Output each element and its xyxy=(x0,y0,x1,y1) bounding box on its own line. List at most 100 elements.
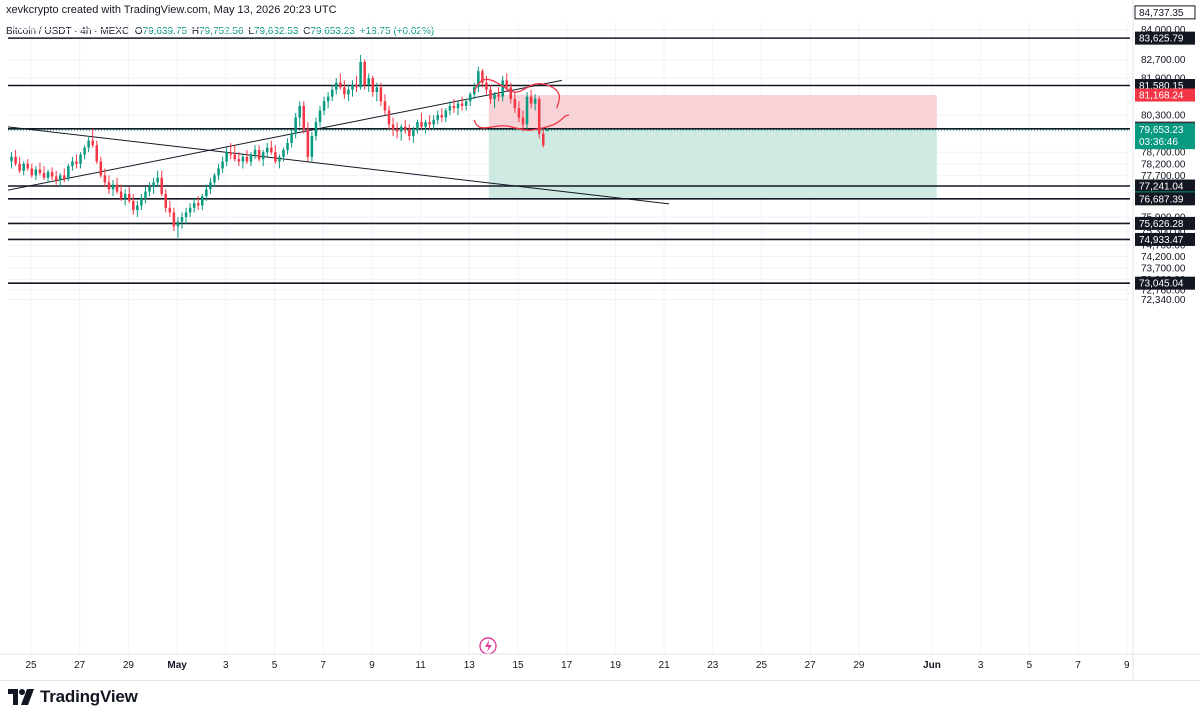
tradingview-brand[interactable]: TradingView xyxy=(8,687,138,707)
candle-body xyxy=(428,122,431,125)
time-tick-label: 3 xyxy=(223,660,229,671)
candle-body xyxy=(330,89,334,97)
candle xyxy=(383,94,387,116)
candle xyxy=(54,170,58,185)
candle-body xyxy=(253,149,257,155)
candle xyxy=(391,117,395,137)
candle xyxy=(22,161,25,176)
stop-loss-zone xyxy=(488,95,937,129)
candle-body xyxy=(46,171,50,178)
tradingview-logo-icon xyxy=(8,689,34,705)
candle-body xyxy=(501,80,504,97)
candle xyxy=(249,152,253,167)
time-tick-label: 13 xyxy=(464,660,476,671)
time-tick-label: 7 xyxy=(320,660,326,671)
candle xyxy=(188,203,192,218)
candle xyxy=(265,142,269,157)
price-chart[interactable]: 84,000.0082,700.0081,900.0080,300.0078,7… xyxy=(0,0,1200,680)
open-value: 79,639.75 xyxy=(142,26,188,37)
price-tick-label: 72,340.00 xyxy=(1141,295,1186,306)
candle-body xyxy=(50,171,54,177)
candle-body xyxy=(416,122,419,130)
candle-body xyxy=(489,89,492,99)
candle xyxy=(497,87,500,102)
price-level-tag: 76,687.39 xyxy=(1135,192,1195,206)
scenario-sketch-up xyxy=(473,78,561,109)
candle xyxy=(152,177,155,194)
candle-body xyxy=(339,82,342,88)
candle-body xyxy=(420,122,423,127)
time-tick-label: 5 xyxy=(1027,660,1033,671)
candle xyxy=(50,167,54,181)
candle-body xyxy=(87,140,90,148)
price-level-tag-label: 74,933.47 xyxy=(1139,235,1184,246)
candle xyxy=(330,85,334,102)
candle-body xyxy=(148,186,151,192)
candle-body xyxy=(225,152,228,162)
candle xyxy=(416,119,419,134)
candle xyxy=(213,173,216,187)
candle-body xyxy=(168,207,172,213)
candle xyxy=(87,136,90,153)
candle-body xyxy=(217,168,220,176)
price-level-tag-label: 84,737.35 xyxy=(1139,8,1184,19)
chart-credit: xevkcrypto created with TradingView.com,… xyxy=(6,4,337,16)
candle xyxy=(233,145,237,162)
candle xyxy=(294,112,297,139)
candle-body xyxy=(306,129,310,157)
candle-body xyxy=(290,133,293,143)
candle xyxy=(168,200,172,218)
brand-name: TradingView xyxy=(40,687,138,706)
candle-body xyxy=(322,101,326,111)
candle-body xyxy=(383,101,387,111)
candle xyxy=(428,115,431,130)
candle-body xyxy=(546,130,549,132)
time-tick-label: 11 xyxy=(415,660,426,671)
price-level-tag-bg xyxy=(1134,5,1196,20)
price-level-tag: 74,933.47 xyxy=(1135,232,1195,246)
candle-body xyxy=(164,193,168,208)
change-value: +18.75 (+0.02%) xyxy=(359,26,435,37)
candle-body xyxy=(286,142,289,150)
candle-body xyxy=(481,71,484,83)
time-tick-label: 9 xyxy=(1124,660,1130,671)
candle xyxy=(26,159,30,171)
candle xyxy=(14,149,17,167)
candle-body xyxy=(30,168,34,176)
candle-body xyxy=(505,80,508,88)
candle-body xyxy=(38,169,42,174)
candle-body xyxy=(196,203,200,206)
candle xyxy=(30,163,34,178)
candle-body xyxy=(79,154,82,164)
candle xyxy=(420,112,423,130)
candle xyxy=(525,91,529,130)
candle-body xyxy=(513,98,517,109)
price-tick-label: 77,700.00 xyxy=(1141,171,1186,182)
candle xyxy=(509,82,513,104)
candle-body xyxy=(192,203,196,208)
candle-body xyxy=(257,149,261,160)
symbol-label[interactable]: Bitcoin / USDT · 4h · MEXC xyxy=(6,26,130,37)
price-level-tag-bg xyxy=(1135,31,1195,45)
candles xyxy=(10,54,549,238)
candle-body xyxy=(67,166,70,179)
candle xyxy=(464,98,468,111)
candle-body xyxy=(298,105,301,118)
candle-body xyxy=(34,169,38,176)
candle xyxy=(221,156,224,174)
candle-body xyxy=(444,110,448,118)
candle xyxy=(18,156,21,174)
close-key: C xyxy=(303,26,311,37)
candle-body xyxy=(209,182,212,190)
time-tick-label: 7 xyxy=(1075,660,1081,671)
candle xyxy=(71,156,74,171)
candle-body xyxy=(184,212,188,218)
time-tick-label: 21 xyxy=(659,660,671,671)
candle-body xyxy=(115,184,119,192)
candle-body xyxy=(343,87,346,95)
price-tick-label: 73,700.00 xyxy=(1141,264,1186,275)
time-tick-label: 27 xyxy=(805,660,817,671)
candle xyxy=(115,177,119,194)
candle-body xyxy=(521,117,525,125)
candle-body xyxy=(58,175,62,181)
